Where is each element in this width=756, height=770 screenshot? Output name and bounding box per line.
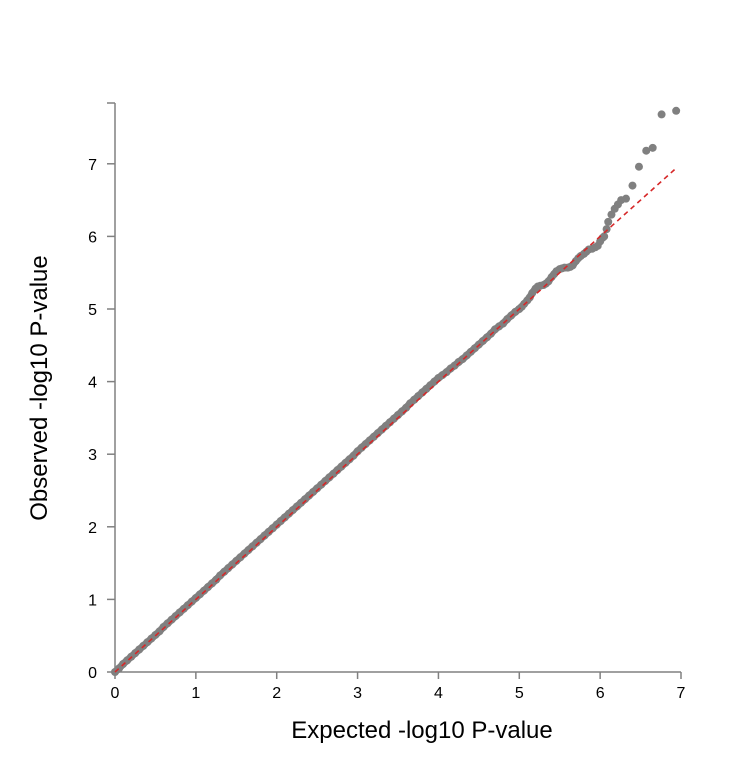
- x-tick-label: 5: [515, 685, 524, 702]
- y-tick-label: 1: [88, 592, 97, 609]
- x-tick-label: 3: [353, 685, 362, 702]
- data-point: [607, 210, 616, 219]
- y-tick-label: 7: [88, 157, 97, 174]
- data-point: [648, 143, 657, 152]
- y-tick-label: 5: [88, 302, 97, 319]
- x-tick-label: 1: [191, 685, 200, 702]
- y-tick-label: 6: [88, 229, 97, 246]
- data-point: [604, 217, 613, 226]
- data-point: [672, 106, 681, 115]
- data-point: [634, 162, 643, 171]
- data-point: [642, 146, 651, 155]
- x-tick-label: 7: [677, 685, 686, 702]
- x-tick-label: 2: [272, 685, 281, 702]
- x-axis-title: Expected -log10 P-value: [291, 717, 553, 744]
- x-tick-label: 4: [434, 685, 443, 702]
- x-tick-label: 0: [111, 685, 120, 702]
- x-tick-label: 6: [596, 685, 605, 702]
- x-axis-ticks: 0 1 2 3 4 5 6 7: [111, 672, 686, 702]
- data-point: [628, 181, 637, 190]
- data-point: [600, 232, 609, 241]
- data-point: [622, 194, 631, 203]
- y-tick-label: 3: [88, 447, 97, 464]
- data-point: [602, 225, 611, 234]
- data-points: [111, 106, 681, 676]
- y-tick-label: 4: [88, 375, 97, 392]
- y-tick-label: 0: [88, 665, 97, 682]
- y-axis-ticks: 0 1 2 3 4 5 6 7: [88, 102, 115, 682]
- y-axis-title: Observed -log10 P-value: [26, 255, 53, 520]
- data-point: [657, 110, 666, 119]
- y-tick-label: 2: [88, 520, 97, 537]
- axes: 0 1 2 3 4 5 6 7 0 1 2 3 4 5 6 7: [88, 102, 686, 702]
